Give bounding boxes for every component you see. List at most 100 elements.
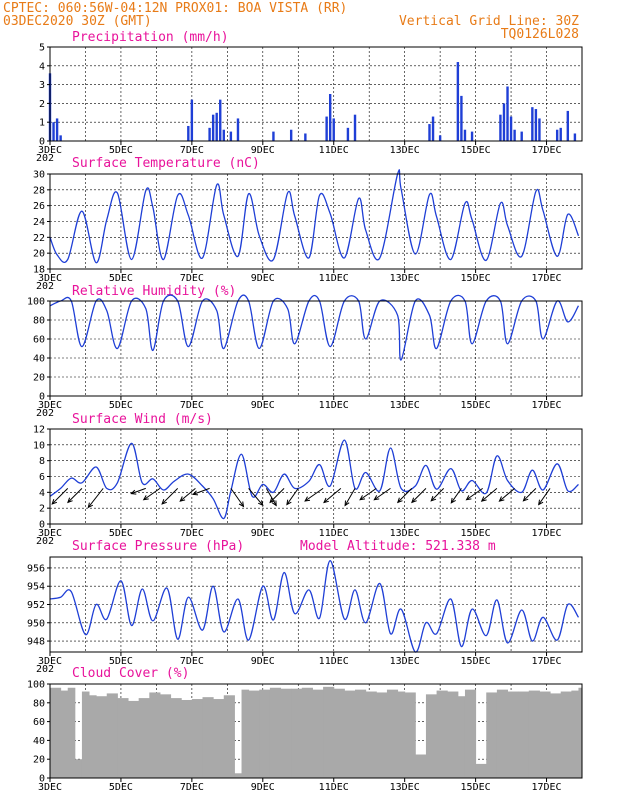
y-tick-label: 30 bbox=[33, 170, 45, 181]
x-tick-label: 7DEC bbox=[180, 273, 204, 284]
wind-vector-head bbox=[271, 500, 277, 507]
precip-bar bbox=[289, 129, 293, 141]
precip-frame bbox=[49, 46, 583, 142]
cloud-bar bbox=[312, 689, 324, 778]
x-tick-label: 17DEC bbox=[531, 400, 561, 411]
wind-vector-shaft bbox=[161, 488, 179, 505]
wind-vector bbox=[538, 488, 551, 506]
y-tick-label: 60 bbox=[33, 335, 45, 346]
x-tick-label: 9DEC bbox=[251, 400, 275, 411]
cloud-bar bbox=[397, 691, 406, 778]
wind-vector-shaft bbox=[87, 488, 104, 508]
x-tick-label: 13DEC bbox=[390, 145, 420, 156]
precip-bar bbox=[463, 129, 467, 141]
precip-panel: Precipitation (mm/h) 0 1 2 3 4 5 3DEC 5DEC 7DEC 9D… bbox=[36, 30, 583, 164]
cloud-bar bbox=[333, 688, 345, 778]
x-tick-label: 11DEC bbox=[319, 400, 349, 411]
precip-bar bbox=[502, 103, 506, 141]
precip-title: Precipitation (mm/h) bbox=[72, 30, 229, 45]
year-stub-label: 202 bbox=[36, 281, 54, 292]
wind-vector bbox=[248, 488, 264, 507]
wind-vector bbox=[161, 488, 179, 505]
x-tick-label: 11DEC bbox=[319, 273, 349, 284]
cloud-bar bbox=[323, 686, 335, 778]
y-tick-label: 3 bbox=[39, 80, 45, 91]
wind-vector bbox=[450, 488, 462, 504]
vertical-grid-note: Vertical Grid Line: 30Z bbox=[399, 14, 579, 29]
wind-vector-head bbox=[359, 495, 366, 501]
x-tick-label: 3DEC bbox=[38, 782, 62, 793]
y-tick-label: 40 bbox=[33, 736, 45, 747]
wind-vector-head bbox=[269, 497, 275, 504]
wind-vector-shaft bbox=[499, 487, 515, 502]
y-tick-label: 80 bbox=[33, 316, 45, 327]
cloud-bar bbox=[89, 695, 97, 778]
cloud-bar bbox=[128, 700, 140, 778]
x-tick-label: 13DEC bbox=[390, 782, 420, 793]
precip-bar bbox=[332, 118, 335, 141]
x-tick-label: 9DEC bbox=[251, 782, 275, 793]
cloud-bar bbox=[560, 691, 572, 778]
x-tick-label: 5DEC bbox=[109, 782, 133, 793]
wind-vector-head bbox=[465, 495, 472, 501]
x-tick-label: 5DEC bbox=[109, 528, 133, 539]
press-annotation: Model Altitude: 521.338 m bbox=[300, 539, 496, 554]
rh-title: Relative Humidity (%) bbox=[72, 284, 236, 299]
x-tick-label: 15DEC bbox=[461, 528, 491, 539]
wind-vector-shaft bbox=[192, 487, 210, 495]
precip-bar bbox=[559, 127, 562, 141]
wind-vector bbox=[286, 488, 299, 506]
cloud-bar bbox=[507, 691, 519, 778]
cloud-bar bbox=[291, 688, 303, 778]
precip-bar bbox=[460, 95, 463, 141]
precip-bar bbox=[538, 118, 541, 141]
wind-vector-head bbox=[238, 501, 245, 508]
y-tick-label: 22 bbox=[33, 233, 45, 244]
cloud-bar bbox=[213, 699, 225, 778]
y-tick-label: 20 bbox=[33, 249, 45, 260]
x-tick-label: 7DEC bbox=[180, 400, 204, 411]
x-tick-label: 15DEC bbox=[461, 782, 491, 793]
precip-bar bbox=[272, 131, 275, 141]
x-tick-label: 11DEC bbox=[319, 782, 349, 793]
x-tick-label: 3DEC bbox=[38, 528, 62, 539]
wind-vector bbox=[230, 488, 245, 508]
x-tick-label: 11DEC bbox=[319, 528, 349, 539]
cloud-bar bbox=[159, 694, 172, 778]
precip-bar bbox=[346, 127, 350, 141]
cloud-bar bbox=[539, 691, 551, 778]
cloud-bar bbox=[436, 690, 448, 778]
cloud-bar bbox=[415, 754, 427, 778]
wind-vector-head bbox=[373, 495, 380, 501]
wind-vector-shaft bbox=[481, 487, 498, 502]
cloud-bar bbox=[269, 687, 282, 778]
wind-vector-shaft bbox=[523, 488, 537, 502]
precip-bar bbox=[52, 122, 55, 141]
wind-vector-shaft bbox=[67, 488, 83, 503]
precip-bar bbox=[573, 133, 577, 141]
x-tick-label: 17DEC bbox=[531, 782, 561, 793]
y-tick-label: 12 bbox=[33, 425, 45, 436]
wind-vector-shaft bbox=[397, 488, 413, 503]
wind-vector-head bbox=[450, 497, 456, 504]
precip-bar bbox=[531, 107, 534, 141]
precip-bar bbox=[534, 109, 538, 141]
cloud-bar bbox=[67, 687, 76, 778]
x-tick-label: 9DEC bbox=[251, 656, 275, 667]
wind-vector-shaft bbox=[359, 487, 377, 501]
y-tick-label: 40 bbox=[33, 354, 45, 365]
wind-vector-shaft bbox=[230, 488, 244, 507]
precip-bar bbox=[304, 133, 307, 141]
cloud-bar bbox=[404, 692, 416, 778]
wind-vector-shaft bbox=[143, 487, 161, 501]
y-tick-label: 954 bbox=[27, 582, 45, 593]
precip-bar bbox=[470, 131, 474, 141]
year-stub-label: 202 bbox=[36, 153, 54, 164]
wind-vector-shaft bbox=[373, 487, 391, 501]
y-tick-label: 100 bbox=[27, 297, 45, 308]
rh-panel: Relative Humidity (%) 0 20 40 60 80 100 3DEC 5DE… bbox=[27, 284, 583, 419]
y-tick-label: 4 bbox=[39, 61, 45, 72]
wind-vector-head bbox=[67, 497, 73, 504]
model-id: TQ0126L028 bbox=[501, 27, 579, 42]
cloud-bar bbox=[60, 690, 69, 778]
